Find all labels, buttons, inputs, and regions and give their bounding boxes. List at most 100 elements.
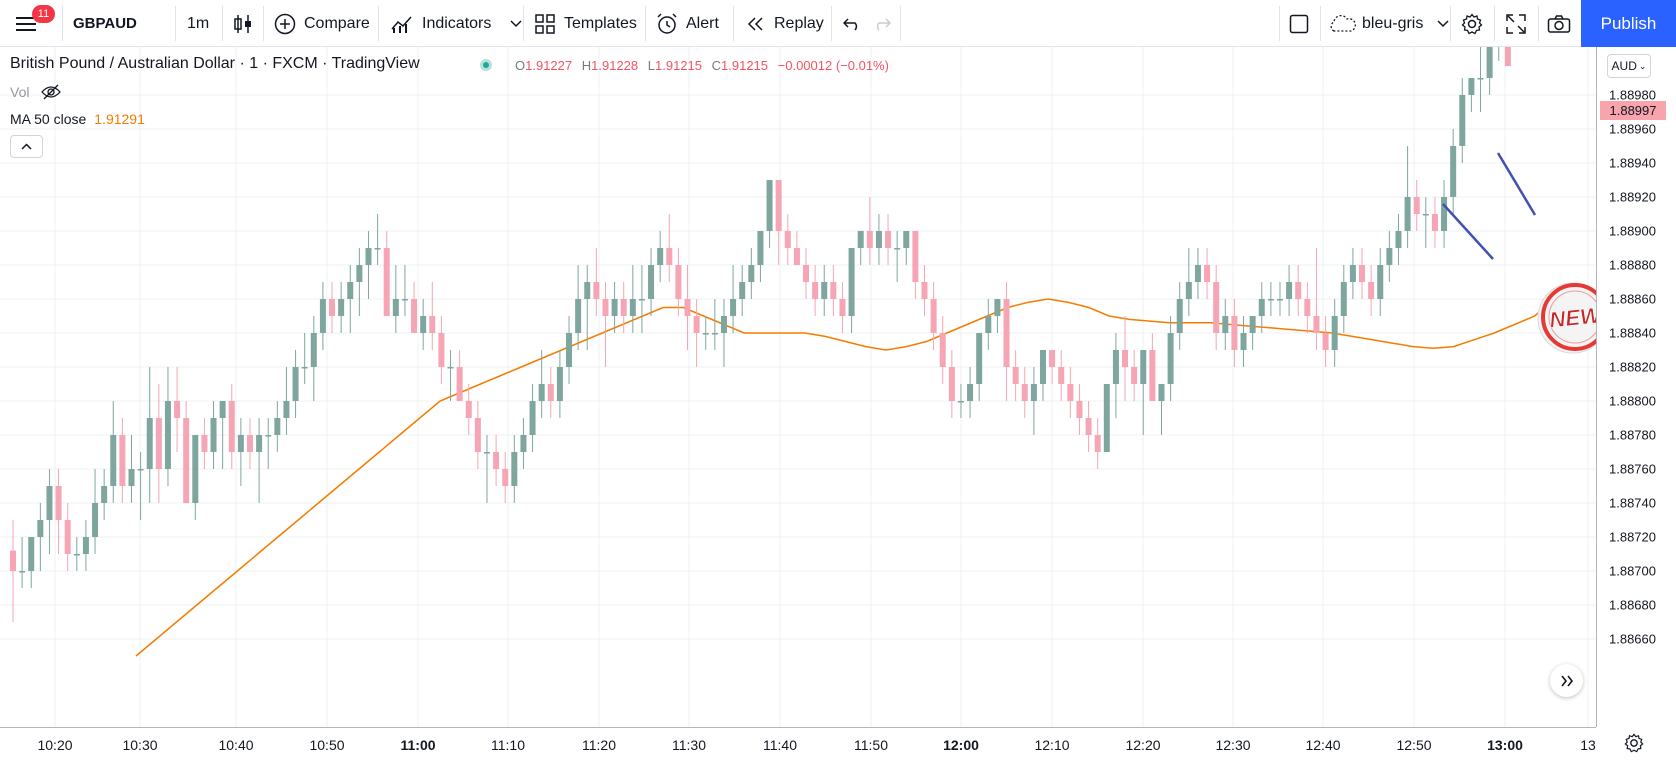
collapse-legend-button[interactable] <box>10 135 43 158</box>
candle <box>666 214 673 282</box>
candle-body <box>593 282 600 299</box>
new-badge-stamp: NEW <box>1537 282 1609 354</box>
time-tick-label: 12:30 <box>1215 737 1251 753</box>
candle <box>675 248 682 316</box>
candle-body <box>1012 367 1019 384</box>
ma-indicator-legend[interactable]: MA 50 close 1.91291 <box>10 111 145 127</box>
candle <box>474 401 481 469</box>
time-axis[interactable]: 10:20 10:30 10:40 10:50 11:00 11:10 11:20 11:30… <box>0 727 1596 762</box>
candle-body <box>1349 265 1356 282</box>
candle-body <box>848 248 855 316</box>
candle-body <box>82 537 89 554</box>
candle-body <box>1085 418 1092 435</box>
volume-indicator-legend[interactable]: Vol <box>10 84 62 100</box>
chevron-up-icon <box>21 143 32 150</box>
price-chart[interactable] <box>0 47 1596 727</box>
candle <box>885 214 892 265</box>
candle-body <box>1176 299 1183 333</box>
settings-button[interactable] <box>1461 0 1483 47</box>
camera-icon <box>1547 14 1571 33</box>
divider <box>733 6 734 41</box>
candle-body <box>1258 299 1265 316</box>
currency-selector[interactable]: AUD ⌄ <box>1607 54 1651 78</box>
candle-body <box>1395 231 1402 248</box>
candle-body <box>465 401 472 418</box>
candle-body <box>684 299 691 316</box>
layout-name: bleu-gris <box>1362 14 1424 32</box>
fullscreen-layout-button[interactable] <box>1289 0 1309 47</box>
candle <box>684 265 691 350</box>
chart-grid <box>0 47 1596 727</box>
redo-button[interactable] <box>873 0 891 47</box>
candle-body <box>137 469 144 471</box>
symbol-search-button[interactable]: GBPAUD <box>73 15 137 32</box>
candle <box>1012 350 1019 401</box>
time-tick-label: 12:10 <box>1034 737 1070 753</box>
templates-button[interactable]: Templates <box>535 0 637 47</box>
candle-body <box>921 282 928 299</box>
eye-hidden-icon[interactable] <box>41 84 62 100</box>
top-toolbar: 11 GBPAUD 1m Compare Indicators Template… <box>0 0 1676 47</box>
candle <box>711 299 718 350</box>
candle <box>967 367 974 418</box>
ohlc-low: 1.91215 <box>655 58 702 73</box>
interval-button[interactable]: 1m <box>187 14 210 32</box>
candles-icon <box>234 14 251 33</box>
candle <box>110 401 117 503</box>
chevron-down-icon: ⌄ <box>1638 60 1647 71</box>
candle-body <box>675 265 682 299</box>
price-tick-label: 1.88900 <box>1609 223 1656 239</box>
price-tick-label: 1.88680 <box>1609 597 1656 613</box>
divider <box>1279 6 1280 41</box>
candle-body <box>812 282 819 299</box>
candle <box>1450 129 1457 214</box>
candle-body <box>301 367 308 369</box>
layout-selector[interactable]: bleu-gris <box>1328 0 1449 47</box>
ma-label: MA 50 close <box>10 111 87 127</box>
annotation-line <box>1496 152 1537 216</box>
menu-button[interactable] <box>16 0 38 47</box>
divider <box>523 6 524 41</box>
candle-body <box>1386 248 1393 265</box>
publish-button[interactable]: Publish <box>1581 0 1676 47</box>
gear-icon[interactable] <box>1624 733 1644 753</box>
candle-body <box>55 486 62 520</box>
chart-type-button[interactable] <box>233 0 253 47</box>
chevron-down-icon[interactable] <box>510 19 522 28</box>
candle <box>329 282 336 333</box>
trend-annotations <box>1442 152 1537 260</box>
candle <box>37 503 44 571</box>
candle <box>155 384 162 503</box>
symbol-description[interactable]: British Pound / Australian Dollar · 1 · … <box>10 55 420 72</box>
indicators-button[interactable]: Indicators <box>391 0 522 47</box>
candle-body <box>73 554 80 556</box>
candle <box>629 265 636 333</box>
compare-button[interactable]: Compare <box>274 0 370 47</box>
market-status-icon[interactable] <box>480 59 492 71</box>
moving-average-layer <box>135 298 1556 657</box>
candle-body <box>538 384 545 401</box>
replay-rewind-icon <box>747 16 763 31</box>
candle <box>219 401 226 469</box>
candle-body <box>146 418 153 469</box>
candle-body <box>1504 47 1511 67</box>
candle-body <box>64 520 71 554</box>
scroll-to-realtime-button[interactable] <box>1550 664 1583 697</box>
candle-body <box>1067 384 1074 401</box>
price-axis[interactable]: 1.88980 1.88960 1.88940 1.88920 1.88900 1.888… <box>1596 47 1676 727</box>
alert-button[interactable]: Alert <box>656 0 719 47</box>
candle <box>994 299 1001 333</box>
candle <box>210 401 217 469</box>
candle-body <box>237 435 244 452</box>
candle-body <box>912 231 919 282</box>
replay-button[interactable]: Replay <box>746 0 824 47</box>
price-tick-label: 1.88740 <box>1609 495 1656 511</box>
candle-body <box>1340 282 1347 316</box>
fullscreen-button[interactable] <box>1506 0 1526 47</box>
indicators-label: Indicators <box>422 14 492 32</box>
candle <box>19 537 26 588</box>
candle <box>392 265 399 333</box>
snapshot-button[interactable] <box>1547 0 1571 47</box>
candle-body <box>192 435 199 503</box>
undo-button[interactable] <box>843 0 861 47</box>
